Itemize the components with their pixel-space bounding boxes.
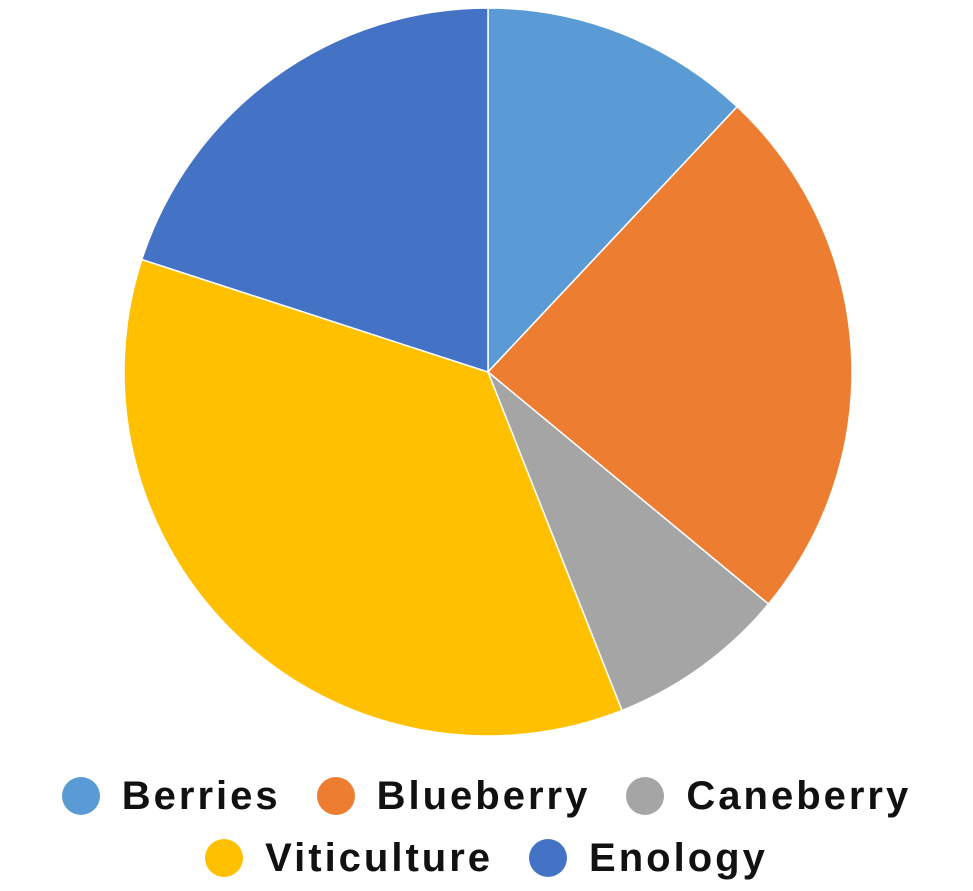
pie-slice [487,7,739,374]
legend-row: Viticulture Enology [0,827,973,889]
pie-slice [140,7,489,374]
legend: Berries Blueberry Caneberry Viticulture Enol… [0,765,973,889]
legend-label: Viticulture [265,835,494,880]
pie-slice [123,258,623,737]
legend-marker [529,839,568,877]
legend-marker [61,777,100,815]
legend-label: Caneberry [686,773,912,818]
legend-item: Viticulture [205,836,493,881]
legend-label: Berries [121,773,281,818]
legend-item: Caneberry [626,774,911,819]
pie-slice [486,105,853,606]
chart [123,7,853,737]
legend-item: Blueberry [316,773,591,819]
legend-marker [316,777,355,815]
legend-marker [626,777,665,815]
legend-row: Berries Blueberry Caneberry [0,765,973,827]
legend-label: Enology [589,835,768,880]
legend-label: Blueberry [376,773,591,818]
legend-item: Enology [529,836,768,881]
legend-marker [205,839,244,877]
legend-item: Berries [61,773,281,819]
pie-slice [487,371,770,712]
